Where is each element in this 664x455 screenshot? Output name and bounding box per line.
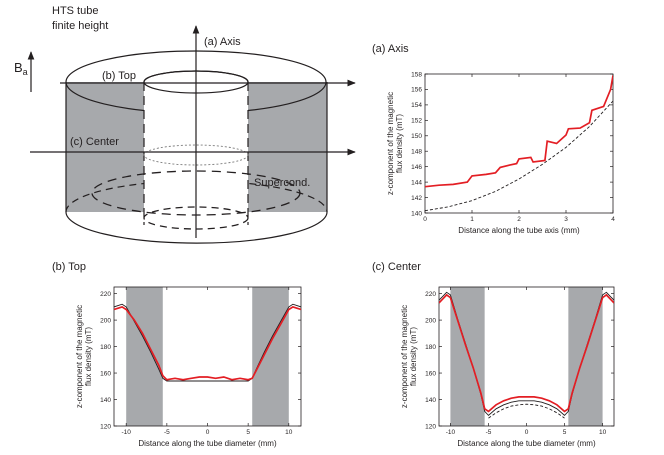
label-center: (c) Center [70,136,119,148]
x-axis-label: Distance along the tube diameter (mm) [138,439,277,448]
chart-center: (c) Center -10 -5 0 5 10 120 140 160 180 200 220 Dis… [372,261,615,448]
series-line-calculated-dashed- [488,403,565,419]
y-tick-label: 158 [411,71,422,78]
series-line-measured [439,293,614,413]
y-axis-label-line2: flux density (mT) [395,114,404,173]
chart-top: (b) Top -10 -5 0 5 10 120 140 160 180 200 220 Distan… [52,261,302,448]
diagram-title-line1: HTS tube [52,5,98,17]
series-line-measured [425,75,613,188]
y-tick-label: 142 [411,195,422,202]
label-top: (b) Top [102,70,136,82]
x-tick-label: 10 [285,429,293,436]
x-tick-label: -10 [121,429,131,436]
plot-frame [424,73,614,214]
x-tick-label: -5 [164,429,170,436]
x-tick-label: 1 [470,216,474,223]
y-tick-label: 220 [100,291,111,298]
tube-wall-left [66,82,146,212]
tube-diagram: HTS tube finite height Ba (a) Axis (b) T… [14,5,356,244]
shaded-region [126,287,163,426]
y-tick-label: 180 [425,344,436,351]
x-axis-label: Distance along the tube diameter (mm) [457,439,596,448]
tube-bottom-front [65,211,328,244]
diagram-title-line2: finite height [52,20,108,32]
y-axis-label-line1: z-component of the magnetic [400,305,409,408]
label-supercond: Supercond. [254,177,310,189]
x-tick-label: -10 [446,429,456,436]
tube-wall-right [248,82,327,212]
label-axis: (a) Axis [204,36,241,48]
shaded-region [450,287,485,426]
x-tick-label: 10 [599,429,607,436]
y-tick-label: 146 [411,164,422,171]
shaded-region [568,287,603,426]
y-tick-label: 180 [100,344,111,351]
x-tick-label: 0 [525,429,529,436]
tube-bottom-back [65,180,328,213]
x-tick-label: 3 [564,216,568,223]
field-symbol: Ba [14,60,28,77]
chart-title: (c) Center [372,261,421,273]
y-tick-label: 200 [425,317,436,324]
y-tick-label: 160 [425,370,436,377]
y-tick-label: 152 [411,118,422,125]
x-tick-label: 2 [517,216,521,223]
chart-axis: (a) Axis 0 1 2 3 4 140 142 144 146 148 150 152 154 156… [372,43,615,235]
x-tick-label: 5 [563,429,567,436]
x-tick-label: 4 [611,216,615,223]
x-axis-label: Distance along the tube axis (mm) [458,226,580,235]
y-tick-label: 150 [411,133,422,140]
y-tick-label: 156 [411,87,422,94]
y-axis-label-line2: flux density (mT) [84,327,93,386]
chart-title: (b) Top [52,261,86,273]
shaded-region [252,287,289,426]
series-line-measured [114,305,301,381]
y-tick-label: 120 [100,423,111,430]
y-tick-label: 148 [411,149,422,156]
x-tick-label: 0 [206,429,210,436]
y-tick-label: 140 [411,210,422,217]
y-axis-label-line1: z-component of the magnetic [386,92,395,195]
y-tick-label: 140 [100,397,111,404]
y-tick-label: 140 [425,397,436,404]
tube-center-section [143,144,249,166]
y-axis-label-line1: z-component of the magnetic [75,305,84,408]
y-tick-label: 160 [100,370,111,377]
y-tick-label: 120 [425,423,436,430]
x-tick-label: -5 [486,429,492,436]
y-tick-label: 220 [425,291,436,298]
x-tick-label: 0 [423,216,427,223]
y-tick-label: 200 [100,317,111,324]
y-tick-label: 144 [411,179,422,186]
y-tick-label: 154 [411,102,422,109]
x-tick-label: 5 [246,429,250,436]
y-axis-label-line2: flux density (mT) [409,327,418,386]
series-line-calculated [425,100,613,212]
chart-title: (a) Axis [372,43,409,55]
